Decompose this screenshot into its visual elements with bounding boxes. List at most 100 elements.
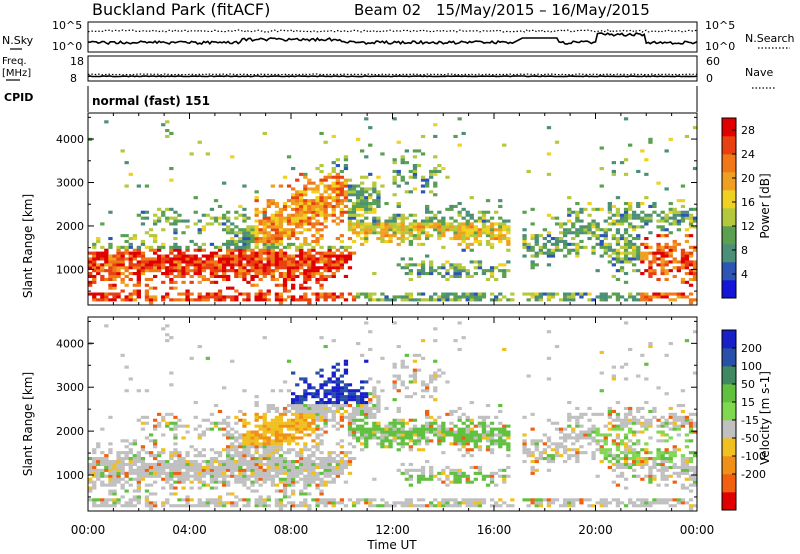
velocity-cell (688, 412, 694, 416)
power-cell (441, 225, 446, 229)
velocity-cell (595, 427, 600, 431)
power-cell (688, 245, 694, 249)
velocity-cell (477, 424, 483, 428)
power-cell (217, 274, 223, 278)
power-cell (599, 242, 604, 246)
power-cell (368, 292, 373, 296)
velocity-cell (644, 362, 649, 366)
power-cell (291, 257, 296, 261)
power-cell (372, 272, 377, 276)
velocity-cell (258, 462, 263, 466)
power-cell (534, 298, 539, 302)
power-cell (632, 228, 637, 232)
power-cell (347, 216, 353, 220)
power-cell (360, 202, 365, 206)
power-cell (412, 263, 418, 267)
velocity-cell (368, 501, 373, 505)
power-cell (672, 257, 677, 261)
velocity-cell (140, 415, 146, 419)
power-cell (465, 272, 470, 276)
velocity-cell (311, 427, 316, 431)
power-cell (465, 295, 470, 299)
velocity-cell (400, 433, 405, 437)
velocity-cell (343, 383, 349, 387)
velocity-cell (303, 477, 308, 481)
power-cell (506, 237, 511, 241)
power-cell (157, 266, 162, 270)
power-cell (124, 245, 129, 249)
power-cell (429, 225, 434, 229)
velocity-cell (530, 465, 535, 469)
velocity-cell (209, 474, 215, 478)
velocity-cell (469, 504, 474, 508)
velocity-cell (238, 436, 243, 440)
velocity-cell (299, 418, 304, 422)
power-cell (445, 228, 450, 232)
power-cell (506, 219, 511, 223)
velocity-cell (282, 460, 288, 464)
velocity-cell (286, 409, 292, 413)
velocity-cell (599, 371, 604, 375)
power-cell (274, 231, 280, 235)
velocity-cell (453, 339, 458, 343)
power-cell (583, 225, 588, 229)
velocity-cell (108, 465, 113, 469)
velocity-cell (615, 457, 621, 461)
velocity-cell (339, 457, 344, 461)
power-cell (278, 274, 284, 278)
velocity-cell (92, 471, 97, 475)
power-cell (189, 269, 194, 273)
power-cell (169, 277, 174, 281)
power-cell (494, 222, 499, 226)
power-cell (656, 242, 661, 246)
power-cell (339, 169, 344, 173)
velocity-cell (286, 421, 292, 425)
power-cell (311, 248, 316, 252)
velocity-cell (303, 465, 308, 469)
velocity-cell (563, 498, 568, 502)
velocity-cell (92, 460, 97, 464)
velocity-cell (660, 477, 665, 481)
velocity-cell (368, 415, 373, 419)
velocity-cell (144, 474, 150, 478)
velocity-cell (498, 439, 503, 443)
velocity-cell (124, 480, 129, 484)
velocity-cell (461, 427, 466, 431)
velocity-cell (230, 436, 235, 440)
velocity-cell (688, 504, 694, 508)
velocity-cell (364, 401, 369, 405)
power-cell (132, 272, 137, 276)
velocity-cell (311, 462, 316, 466)
velocity-cell (656, 430, 661, 434)
power-cell (453, 134, 458, 138)
velocity-cell (680, 457, 686, 461)
power-cell (311, 216, 316, 220)
power-cell (648, 272, 653, 276)
power-cell (299, 266, 304, 270)
power-cell (429, 266, 434, 270)
power-cell (437, 231, 442, 235)
power-cell (153, 286, 158, 290)
velocity-cell (530, 412, 535, 416)
power-cell (660, 295, 665, 299)
velocity-cell (266, 504, 271, 508)
velocity-cell (623, 448, 629, 452)
power-cell (140, 257, 146, 261)
velocity-cell (644, 421, 649, 425)
velocity-cell (672, 424, 677, 428)
velocity-cell (295, 383, 300, 387)
velocity-cell (250, 445, 255, 449)
velocity-cell (250, 433, 255, 437)
velocity-cell (587, 504, 592, 508)
power-cell (92, 277, 97, 281)
velocity-cell (664, 418, 669, 422)
velocity-cell (291, 401, 296, 405)
power-cell (339, 175, 344, 179)
power-cell (311, 202, 316, 206)
velocity-cell (262, 462, 267, 466)
power-cell (457, 298, 462, 302)
power-cell (254, 213, 259, 217)
power-cell (461, 225, 466, 229)
power-cell (282, 207, 288, 211)
power-cell (360, 222, 365, 226)
